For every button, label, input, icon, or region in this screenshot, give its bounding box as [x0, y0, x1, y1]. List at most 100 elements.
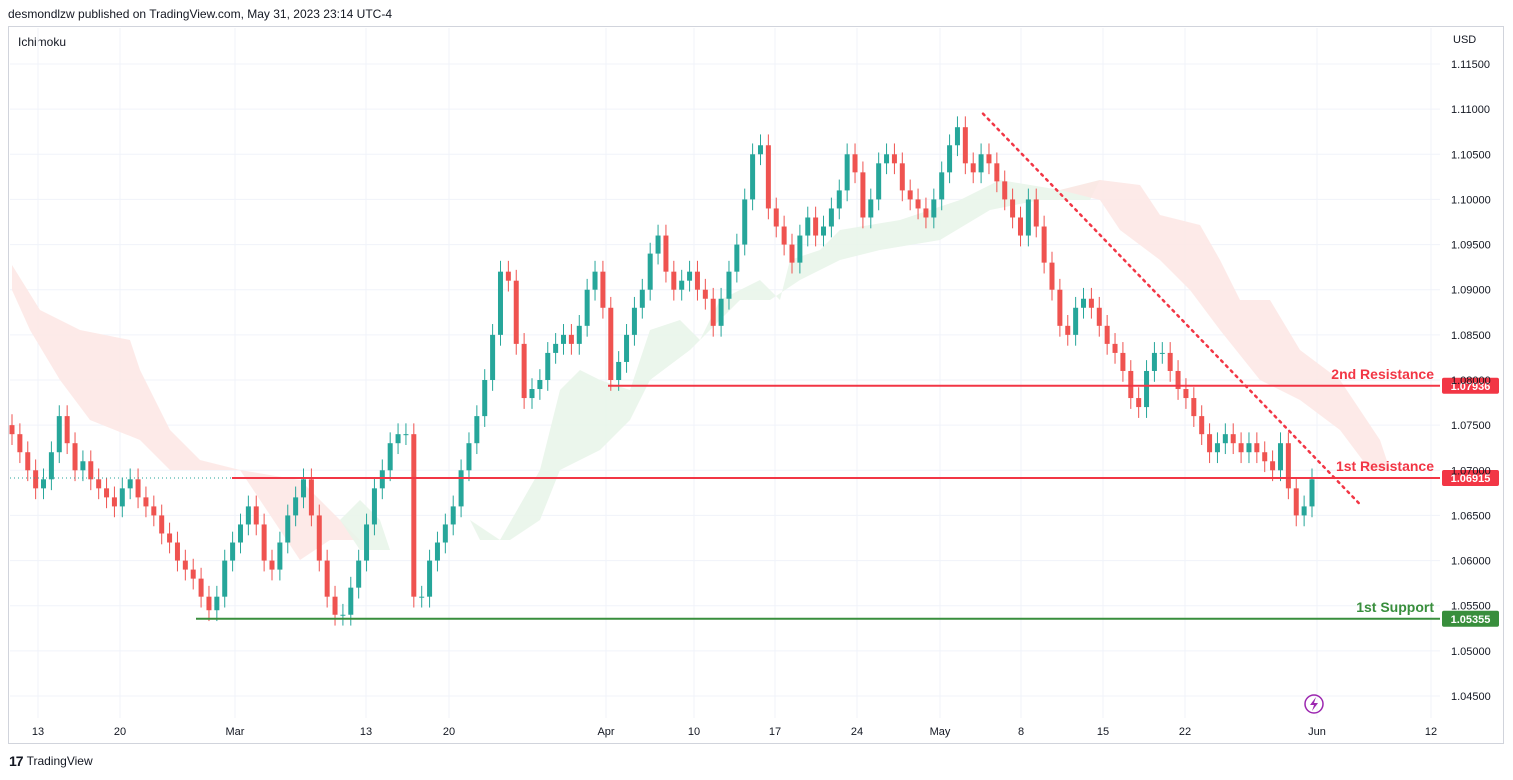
candle-body — [308, 479, 314, 516]
candle-body — [1277, 443, 1283, 471]
candle-body — [757, 145, 763, 155]
candle-body — [742, 199, 748, 245]
candle-body — [986, 154, 992, 164]
level-price-text: 1.07936 — [1451, 381, 1491, 393]
candle-body — [41, 479, 47, 489]
candle-body — [537, 380, 543, 390]
candle-body — [230, 542, 236, 561]
candle-body — [119, 488, 125, 507]
x-tick-label: Jun — [1308, 726, 1326, 738]
level-price-tag — [1442, 377, 1499, 394]
x-tick-label: 20 — [114, 726, 126, 738]
axis-ticks: 1.04500 1.05000 1.05500 1.06000 1.06500 1.070… — [32, 59, 1491, 738]
y-tick-label: 1.10500 — [1451, 149, 1491, 161]
x-tick-label: 24 — [851, 726, 863, 738]
candle-body — [970, 163, 976, 173]
candle-body — [1199, 416, 1205, 435]
candle-body — [1041, 226, 1047, 263]
candle-body — [96, 479, 102, 489]
candle-body — [647, 253, 653, 290]
candle-body — [962, 127, 968, 164]
candle-body — [293, 497, 299, 516]
candle-body — [1301, 506, 1307, 516]
candle-body — [663, 235, 669, 272]
candle-body — [1246, 443, 1252, 453]
candle-body — [600, 271, 606, 308]
candle-body — [797, 235, 803, 263]
candle-body — [1081, 298, 1087, 308]
candle-body — [1293, 488, 1299, 516]
candle-body — [884, 154, 890, 164]
candle-body — [9, 425, 15, 435]
candle-body — [253, 506, 259, 525]
x-tick-label: 13 — [32, 726, 44, 738]
candle-body — [624, 334, 630, 362]
candle-body — [434, 542, 440, 561]
candle-body — [568, 334, 574, 344]
candle-body — [135, 479, 141, 498]
candle-body — [734, 244, 740, 272]
candle-body — [608, 307, 614, 380]
lightning-icon[interactable] — [1304, 694, 1324, 714]
y-tick-label: 1.11000 — [1451, 104, 1490, 116]
candle-body — [1262, 452, 1268, 462]
x-tick-label: Apr — [597, 726, 614, 738]
candle-body — [64, 416, 70, 444]
y-tick-label: 1.09500 — [1451, 240, 1491, 252]
candle-body — [561, 334, 567, 344]
candle-body — [48, 452, 54, 480]
candle-body — [1309, 479, 1315, 507]
candle-body — [1065, 325, 1071, 335]
candlesticks — [9, 116, 1315, 626]
candle-body — [671, 271, 677, 290]
level-price-tag — [1442, 610, 1499, 627]
candle-body — [1167, 352, 1173, 371]
candle-body — [1254, 443, 1260, 453]
candle-body — [143, 497, 149, 507]
candle-body — [813, 217, 819, 236]
y-tick-label: 1.10000 — [1451, 194, 1491, 206]
candle-body — [482, 380, 488, 417]
candle-body — [56, 416, 62, 453]
candle-body — [1112, 343, 1118, 353]
y-tick-label: 1.08500 — [1451, 330, 1491, 342]
candle-body — [25, 452, 31, 471]
y-tick-label: 1.11500 — [1451, 59, 1490, 71]
y-tick-label: 1.05500 — [1451, 601, 1491, 613]
candle-body — [387, 443, 393, 471]
indicator-label[interactable]: Ichimoku — [18, 35, 67, 49]
candle-body — [33, 470, 39, 489]
candle-body — [836, 190, 842, 209]
y-tick-label: 1.08000 — [1451, 375, 1491, 387]
candle-body — [222, 560, 228, 597]
x-tick-label: 10 — [688, 726, 700, 738]
candle-body — [214, 596, 220, 611]
footer-brand[interactable]: 17 TradingView — [9, 753, 93, 769]
x-tick-label: Mar — [226, 726, 245, 738]
candle-body — [340, 614, 346, 616]
candle-body — [584, 289, 590, 326]
candle-body — [395, 434, 401, 444]
candle-body — [1207, 434, 1213, 453]
candle-body — [954, 127, 960, 146]
candle-body — [1010, 199, 1016, 218]
cloud-bear-1 — [12, 265, 360, 560]
x-tick-label: 8 — [1018, 726, 1024, 738]
candle-body — [899, 163, 905, 191]
candle-body — [505, 271, 511, 281]
candle-body — [316, 515, 322, 561]
candle-body — [1222, 434, 1228, 444]
y-tick-label: 1.09000 — [1451, 285, 1491, 297]
candle-body — [458, 470, 464, 507]
candle-body — [576, 325, 582, 344]
candle-body — [1049, 262, 1055, 290]
candle-body — [104, 488, 110, 498]
candle-body — [923, 208, 929, 218]
x-tick-label: 17 — [769, 726, 781, 738]
candle-body — [1033, 199, 1039, 227]
candle-body — [419, 596, 425, 598]
candle-body — [616, 361, 622, 380]
candle-body — [773, 208, 779, 227]
candle-body — [765, 145, 771, 209]
